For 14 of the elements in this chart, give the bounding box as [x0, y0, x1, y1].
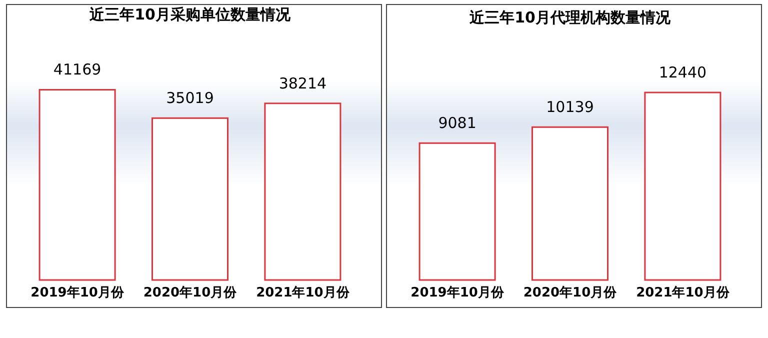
x-tick-label: 2020年10月份: [523, 286, 618, 300]
x-tick-label: 2020年10月份: [143, 286, 238, 300]
x-tick-label: 2021年10月份: [256, 286, 350, 300]
data-label: 41169: [53, 60, 102, 79]
chart-title: 近三年10月采购单位数量情况: [88, 6, 292, 24]
x-tick-label: 2019年10月份: [30, 286, 125, 300]
data-label: 38214: [278, 74, 327, 92]
data-label: 9081: [438, 114, 476, 132]
x-tick-label: 2019年10月份: [410, 286, 505, 300]
data-label: 35019: [166, 89, 214, 108]
data-label: 10139: [546, 98, 594, 116]
chart-title: 近三年10月代理机构数量情况: [468, 8, 672, 26]
x-tick-label: 2021年10月份: [636, 286, 730, 300]
data-label: 12440: [658, 63, 707, 82]
